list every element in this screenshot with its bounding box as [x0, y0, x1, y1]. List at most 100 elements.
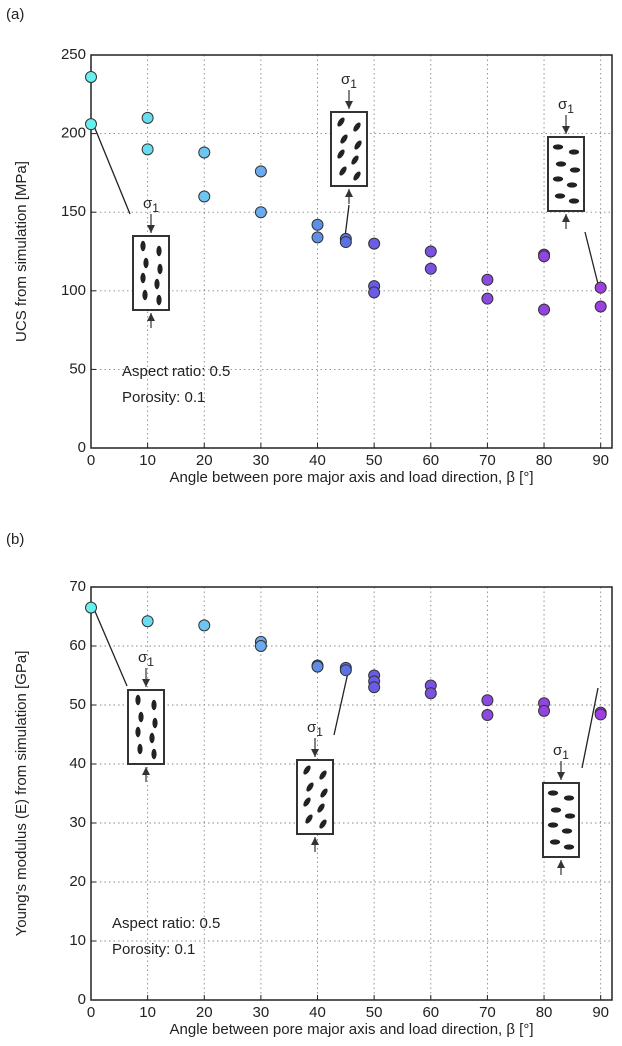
arrow-head [557, 860, 565, 868]
arrow-head [562, 126, 570, 134]
data-point [85, 601, 97, 614]
y-tick-label: 40 [69, 755, 86, 772]
panel-label: (a) [6, 6, 24, 23]
inset-box [296, 759, 334, 835]
y-axis-label: UCS from simulation [MPa] [13, 161, 30, 342]
pore [320, 788, 328, 798]
inset-box [542, 782, 580, 858]
data-point [424, 262, 437, 275]
pore [564, 813, 576, 819]
data-point [424, 687, 437, 700]
pore [138, 711, 144, 723]
pore [563, 844, 575, 850]
data-point [311, 660, 324, 673]
pore [552, 176, 564, 182]
arrow-head [142, 679, 150, 687]
sigma-label: σ1 [307, 719, 323, 739]
pore [353, 171, 361, 181]
y-tick-label: 250 [61, 46, 86, 63]
x-tick-label: 90 [592, 1004, 609, 1021]
sigma-subscript: 1 [147, 655, 154, 669]
pore [337, 117, 345, 127]
sigma-label: σ1 [341, 71, 357, 91]
data-point [538, 250, 551, 263]
inset-box [547, 136, 585, 212]
data-point [538, 303, 551, 316]
sigma-label: σ1 [138, 649, 154, 669]
x-tick-label: 50 [366, 1004, 383, 1021]
inset-box [127, 689, 165, 765]
sigma: σ [138, 649, 148, 666]
connector [93, 125, 131, 215]
pore [563, 795, 575, 801]
data-point [481, 292, 494, 305]
pore [549, 839, 561, 845]
x-axis-label: Angle between pore major axis and load d… [170, 1021, 534, 1038]
arrow-head [147, 313, 155, 321]
x-tick-label: 70 [479, 1004, 496, 1021]
y-tick-label: 0 [78, 439, 86, 456]
pore [142, 289, 148, 301]
pore [140, 240, 146, 252]
x-tick-label: 20 [196, 452, 213, 469]
pore [340, 134, 348, 144]
arrow-head [345, 189, 353, 197]
plot-frame [90, 54, 613, 449]
data-point [594, 281, 607, 294]
sigma-subscript: 1 [152, 201, 159, 215]
pore [550, 807, 562, 813]
data-point [254, 206, 267, 219]
pore [135, 694, 141, 706]
pore [337, 149, 345, 159]
x-tick-label: 30 [253, 1004, 270, 1021]
annotation: Porosity: 0.1 [112, 941, 195, 958]
sigma: σ [558, 96, 568, 113]
pore [151, 748, 157, 760]
pore [151, 699, 157, 711]
plot-frame [90, 586, 613, 1001]
y-tick-label: 20 [69, 873, 86, 890]
x-tick-label: 90 [592, 452, 609, 469]
connector [584, 231, 599, 285]
pore [569, 167, 581, 173]
pore [339, 166, 347, 176]
data-point [198, 146, 211, 159]
x-axis-label: Angle between pore major axis and load d… [170, 469, 534, 486]
data-point [538, 704, 551, 717]
pore [568, 149, 580, 155]
x-tick-label: 30 [253, 452, 270, 469]
sigma: σ [341, 71, 351, 88]
arrow-head [147, 225, 155, 233]
data-point [368, 286, 381, 299]
y-tick-label: 10 [69, 932, 86, 949]
pore [561, 828, 573, 834]
pore [353, 122, 361, 132]
data-point [339, 236, 352, 249]
arrow-head [311, 837, 319, 845]
connector [581, 687, 599, 769]
x-tick-label: 40 [309, 1004, 326, 1021]
data-point [198, 619, 211, 632]
pore [140, 272, 146, 284]
x-tick-label: 80 [536, 452, 553, 469]
sigma-label: σ1 [143, 195, 159, 215]
data-point [141, 615, 154, 628]
x-tick-label: 40 [309, 452, 326, 469]
pore [317, 803, 325, 813]
x-tick-label: 80 [536, 1004, 553, 1021]
x-tick-label: 70 [479, 452, 496, 469]
data-point [368, 237, 381, 250]
sigma-subscript: 1 [562, 748, 569, 762]
sigma: σ [143, 195, 153, 212]
data-point [481, 694, 494, 707]
arrow-head [142, 767, 150, 775]
pore [568, 198, 580, 204]
pore [156, 294, 162, 306]
sigma-label: σ1 [553, 742, 569, 762]
x-tick-label: 0 [87, 452, 95, 469]
x-tick-label: 0 [87, 1004, 95, 1021]
y-tick-label: 50 [69, 696, 86, 713]
data-point [254, 165, 267, 178]
x-tick-label: 50 [366, 452, 383, 469]
